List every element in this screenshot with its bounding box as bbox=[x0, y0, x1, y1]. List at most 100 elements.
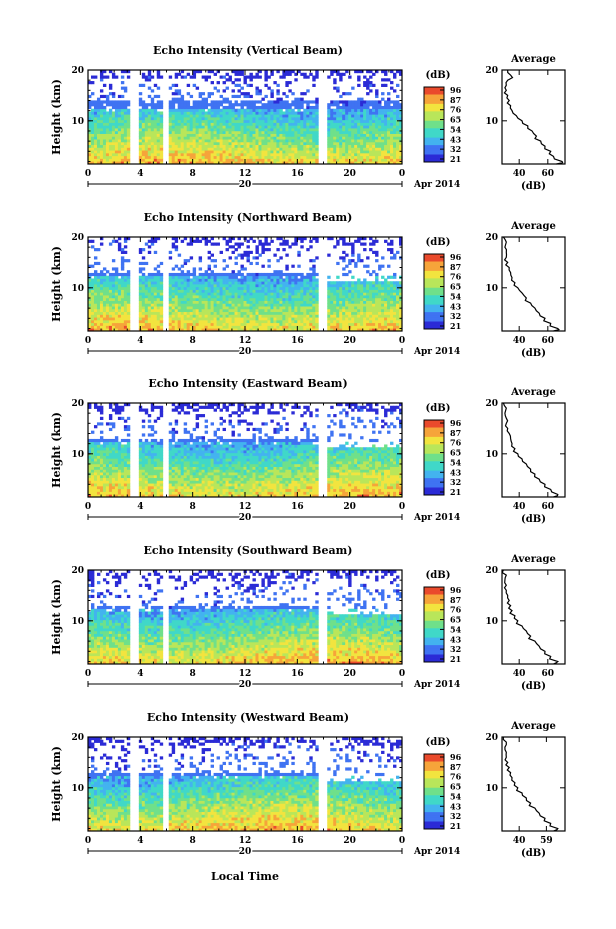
heatmap-cell bbox=[93, 119, 98, 123]
heatmap-cell bbox=[222, 161, 226, 165]
heatmap-cell bbox=[297, 139, 301, 143]
heatmap-cell bbox=[336, 242, 340, 246]
heatmap-cell bbox=[183, 152, 188, 157]
heatmap-cell bbox=[108, 125, 113, 129]
heatmap-cell bbox=[237, 155, 241, 159]
heatmap-cell bbox=[396, 105, 400, 110]
heatmap-cell bbox=[312, 78, 316, 82]
heatmap-cell bbox=[156, 111, 161, 115]
heatmap-cell bbox=[369, 308, 373, 313]
heatmap-cell bbox=[282, 111, 286, 115]
heatmap-cell bbox=[351, 289, 355, 293]
heatmap-cell bbox=[138, 133, 143, 137]
heatmap-cell bbox=[354, 130, 358, 134]
heatmap-cell bbox=[183, 259, 188, 263]
heatmap-cell bbox=[366, 78, 370, 82]
heatmap-cell bbox=[216, 319, 220, 324]
heatmap-cell bbox=[126, 125, 131, 129]
heatmap-cell bbox=[267, 259, 271, 263]
heatmap-cell bbox=[192, 308, 197, 313]
heatmap-cell bbox=[93, 141, 98, 146]
heatmap-cell bbox=[366, 292, 370, 296]
heatmap-cell bbox=[88, 125, 92, 129]
heatmap-cell bbox=[249, 325, 253, 329]
heatmap-cell bbox=[312, 161, 316, 165]
heatmap-cell bbox=[288, 317, 292, 321]
heatmap-cell bbox=[204, 272, 209, 277]
heatmap-cell bbox=[270, 122, 274, 126]
heatmap-cell bbox=[357, 111, 361, 115]
heatmap-cell bbox=[201, 317, 206, 321]
heatmap-cell bbox=[360, 111, 364, 115]
heatmap-cell bbox=[327, 306, 331, 310]
heatmap-cell bbox=[363, 161, 367, 165]
heatmap-cell bbox=[378, 150, 382, 154]
heatmap-cell bbox=[225, 275, 229, 279]
heatmap-cell bbox=[306, 147, 310, 151]
heatmap-cell bbox=[201, 297, 206, 301]
heatmap-cell bbox=[291, 158, 295, 162]
heatmap-cell bbox=[225, 303, 229, 307]
heatmap-cell bbox=[285, 114, 289, 118]
heatmap-cell bbox=[234, 114, 238, 118]
heatmap-cell bbox=[189, 278, 194, 282]
heatmap-cell bbox=[273, 158, 277, 162]
heatmap-cell bbox=[249, 284, 253, 288]
heatmap-cell bbox=[114, 119, 119, 123]
heatmap-cell bbox=[222, 117, 226, 121]
heatmap-cell bbox=[366, 328, 370, 332]
heatmap-cell bbox=[300, 141, 304, 146]
heatmap-cell bbox=[255, 75, 259, 79]
heatmap-cell bbox=[204, 292, 209, 296]
heatmap-cell bbox=[366, 289, 370, 293]
heatmap-cell bbox=[258, 147, 262, 151]
heatmap-cell bbox=[264, 111, 268, 115]
heatmap-cell bbox=[354, 103, 358, 107]
heatmap-cell bbox=[369, 281, 373, 285]
heatmap-cell bbox=[171, 328, 176, 332]
heatmap-cell bbox=[216, 105, 220, 110]
heatmap-cell bbox=[138, 267, 143, 271]
heatmap-cell bbox=[240, 311, 244, 315]
heatmap-cell bbox=[396, 122, 400, 126]
heatmap-cell bbox=[183, 325, 188, 329]
heatmap-cell bbox=[198, 300, 203, 304]
heatmap-cell bbox=[96, 319, 101, 324]
heatmap-cell bbox=[246, 308, 250, 313]
heatmap-cell bbox=[240, 161, 244, 165]
heatmap-cell bbox=[114, 278, 119, 282]
heatmap-cell bbox=[141, 122, 146, 126]
heatmap-cell bbox=[216, 297, 220, 301]
heatmap-cell bbox=[387, 303, 391, 307]
heatmap-cell bbox=[354, 117, 358, 121]
heatmap-cell bbox=[144, 278, 149, 282]
heatmap-cell bbox=[348, 136, 352, 140]
heatmap-cell bbox=[174, 92, 179, 96]
heatmap-cell bbox=[306, 286, 310, 290]
heatmap-cell bbox=[315, 114, 319, 118]
heatmap-cell bbox=[258, 275, 262, 279]
heatmap-cell bbox=[264, 161, 268, 165]
heatmap-cell bbox=[306, 128, 310, 132]
heatmap-cell bbox=[126, 322, 131, 326]
heatmap-cell bbox=[390, 281, 394, 285]
heatmap-cell bbox=[171, 111, 176, 115]
heatmap-cell bbox=[231, 105, 235, 110]
heatmap-cell bbox=[345, 319, 349, 324]
heatmap-cell bbox=[357, 281, 361, 285]
heatmap-cell bbox=[315, 122, 319, 126]
heatmap-cell bbox=[378, 292, 382, 296]
heatmap-cell bbox=[237, 117, 241, 121]
heatmap-cell bbox=[387, 150, 391, 154]
heatmap-cell bbox=[312, 259, 316, 263]
heatmap-cell bbox=[177, 108, 182, 112]
heatmap-cell bbox=[138, 300, 143, 304]
heatmap-cell bbox=[93, 130, 98, 134]
heatmap-cell bbox=[144, 297, 149, 301]
heatmap-cell bbox=[213, 86, 217, 90]
heatmap-cell bbox=[117, 152, 122, 157]
heatmap-cell bbox=[309, 281, 313, 285]
heatmap-cell bbox=[210, 275, 214, 279]
heatmap-cell bbox=[159, 292, 164, 296]
